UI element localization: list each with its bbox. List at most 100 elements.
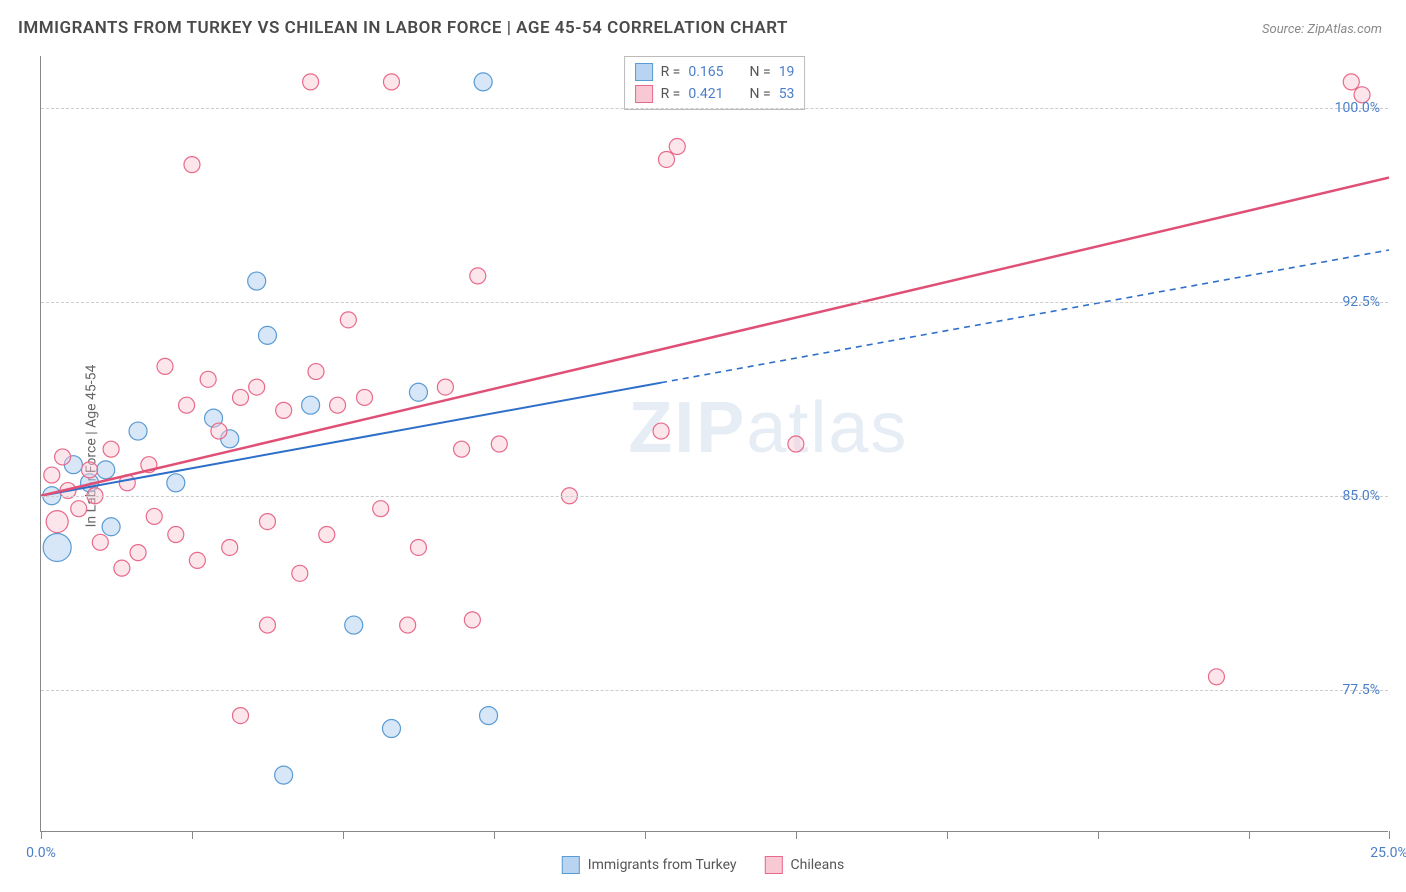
- series-legend-item: Immigrants from Turkey: [562, 856, 737, 874]
- r-value: 0.421: [688, 86, 723, 102]
- scatter-point: [474, 73, 492, 91]
- legend-swatch: [562, 856, 580, 874]
- n-value: 53: [779, 86, 795, 102]
- scatter-point: [669, 139, 685, 155]
- scatter-point: [1343, 74, 1359, 90]
- scatter-point: [373, 501, 389, 517]
- scatter-point: [788, 436, 804, 452]
- scatter-plot-svg: [41, 56, 1388, 831]
- scatter-point: [330, 397, 346, 413]
- scatter-point: [44, 467, 60, 483]
- r-label: R =: [661, 64, 681, 80]
- correlation-legend-row: R = 0.421 N = 53: [635, 83, 795, 105]
- legend-swatch: [635, 85, 653, 103]
- scatter-point: [437, 379, 453, 395]
- scatter-point: [303, 74, 319, 90]
- scatter-point: [179, 397, 195, 413]
- y-tick-label: 92.5%: [1342, 294, 1380, 310]
- x-tick: [192, 831, 193, 839]
- scatter-point: [130, 545, 146, 561]
- gridline-horizontal: [41, 302, 1388, 303]
- trend-line-solid: [41, 178, 1389, 496]
- scatter-point: [97, 461, 115, 479]
- scatter-point: [167, 474, 185, 492]
- scatter-point: [357, 389, 373, 405]
- correlation-legend-row: R = 0.165 N = 19: [635, 61, 795, 83]
- scatter-point: [82, 462, 98, 478]
- plot-area: ZIPatlas R =0.165N =19R =0.421N =53 77.5…: [40, 56, 1388, 832]
- series-legend-label: Chileans: [791, 857, 845, 873]
- scatter-point: [658, 151, 674, 167]
- scatter-point: [480, 707, 498, 725]
- scatter-point: [345, 616, 363, 634]
- legend-swatch: [635, 63, 653, 81]
- scatter-point: [55, 449, 71, 465]
- source-label: Source: ZipAtlas.com: [1262, 22, 1382, 37]
- scatter-point: [71, 501, 87, 517]
- x-tick: [947, 831, 948, 839]
- scatter-point: [302, 396, 320, 414]
- scatter-point: [491, 436, 507, 452]
- scatter-point: [248, 272, 266, 290]
- x-tick: [41, 831, 42, 839]
- scatter-point: [249, 379, 265, 395]
- scatter-point: [464, 612, 480, 628]
- series-legend-label: Immigrants from Turkey: [588, 857, 737, 873]
- scatter-point: [470, 268, 486, 284]
- r-label: R =: [661, 86, 681, 102]
- scatter-point: [200, 371, 216, 387]
- scatter-point: [129, 422, 147, 440]
- y-tick-label: 85.0%: [1342, 488, 1380, 504]
- scatter-point: [383, 74, 399, 90]
- x-tick-label: 25.0%: [1370, 845, 1406, 861]
- y-tick-label: 77.5%: [1342, 682, 1380, 698]
- x-tick: [343, 831, 344, 839]
- scatter-point: [146, 508, 162, 524]
- gridline-horizontal: [41, 690, 1388, 691]
- scatter-point: [410, 539, 426, 555]
- gridline-horizontal: [41, 108, 1388, 109]
- chart-title: IMMIGRANTS FROM TURKEY VS CHILEAN IN LAB…: [18, 18, 788, 38]
- y-tick-label: 100.0%: [1335, 100, 1380, 116]
- x-tick: [1389, 831, 1390, 839]
- scatter-point: [211, 423, 227, 439]
- series-legend: Immigrants from Turkey Chileans: [562, 856, 844, 874]
- scatter-point: [340, 312, 356, 328]
- scatter-point: [400, 617, 416, 633]
- scatter-point: [43, 533, 71, 561]
- scatter-point: [46, 511, 68, 533]
- x-tick-label: 0.0%: [26, 845, 56, 861]
- scatter-point: [275, 766, 293, 784]
- x-tick: [1098, 831, 1099, 839]
- scatter-point: [258, 326, 276, 344]
- scatter-point: [653, 423, 669, 439]
- scatter-point: [292, 565, 308, 581]
- n-label: N =: [750, 64, 771, 80]
- scatter-point: [454, 441, 470, 457]
- scatter-point: [319, 527, 335, 543]
- scatter-point: [103, 441, 119, 457]
- legend-swatch: [765, 856, 783, 874]
- x-tick: [796, 831, 797, 839]
- scatter-point: [222, 539, 238, 555]
- n-value: 19: [779, 64, 795, 80]
- x-tick: [1249, 831, 1250, 839]
- scatter-point: [168, 527, 184, 543]
- scatter-point: [114, 560, 130, 576]
- scatter-point: [233, 389, 249, 405]
- scatter-point: [92, 534, 108, 550]
- n-label: N =: [750, 86, 771, 102]
- x-tick: [645, 831, 646, 839]
- scatter-point: [382, 720, 400, 738]
- scatter-point: [184, 157, 200, 173]
- r-value: 0.165: [688, 64, 723, 80]
- scatter-point: [102, 518, 120, 536]
- gridline-horizontal: [41, 496, 1388, 497]
- series-legend-item: Chileans: [765, 856, 845, 874]
- scatter-point: [308, 364, 324, 380]
- correlation-legend: R = 0.165 N = 19 R = 0.421 N = 53: [624, 56, 806, 110]
- scatter-point: [409, 383, 427, 401]
- scatter-point: [157, 358, 173, 374]
- trend-line-dashed: [661, 250, 1389, 383]
- scatter-point: [189, 552, 205, 568]
